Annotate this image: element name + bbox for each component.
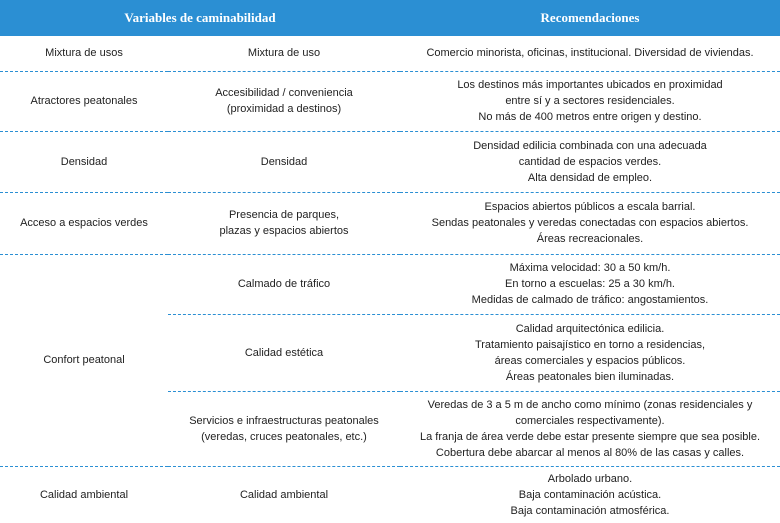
variable-cell: Acceso a espacios verdes xyxy=(0,192,168,255)
text-line: Cobertura debe abarcar al menos al 80% d… xyxy=(435,446,745,459)
text-line: Baja contaminación atmosférica. xyxy=(510,504,670,517)
table-row: Mixtura de usos Mixtura de uso Comercio mi… xyxy=(0,36,780,72)
table-row: Calidad estética Calidad arquitectónica e… xyxy=(0,314,780,392)
variable-cell: Confort peatonal xyxy=(0,254,168,467)
table-body: Mixtura de usos Mixtura de uso Comercio mi… xyxy=(0,36,780,523)
variable-cell: Densidad xyxy=(0,131,168,193)
recommendation-cell: Los destinos más importantes ubicados en… xyxy=(400,71,780,132)
table-row: Atractores peatonales Accesibilidad / con… xyxy=(0,71,780,132)
name-cell: Calmado de tráfico xyxy=(168,254,400,315)
text-line: Alta densidad de empleo. xyxy=(527,171,653,184)
text-line: Densidad edilicia combinada con una adec… xyxy=(473,139,707,152)
text-line: La franja de área verde debe estar prese… xyxy=(420,430,760,443)
name-cell: Mixtura de uso xyxy=(168,36,400,72)
text-line: Calidad arquitectónica edilicia. xyxy=(515,322,665,335)
text-line: Los destinos más importantes ubicados en… xyxy=(457,79,723,91)
name-cell: Calidad estética xyxy=(168,314,400,392)
text-line: No más de 400 metros entre origen y dest… xyxy=(478,111,702,123)
text-line: Densidad xyxy=(260,155,308,168)
name-cell: Servicios e infraestructuras peatonales (… xyxy=(168,391,400,467)
text-line: Tratamiento paisajístico en torno a resi… xyxy=(474,338,706,351)
text-line: Áreas peatonales bien iluminadas. xyxy=(505,370,675,383)
text-line: (proximidad a destinos) xyxy=(226,103,342,115)
text-line: plazas y espacios abiertos xyxy=(219,225,349,237)
recommendation-cell: Calidad arquitectónica edilicia. Tratamie… xyxy=(400,314,780,392)
table-row: Densidad Densidad Densidad edilicia combin… xyxy=(0,131,780,193)
text-line: Veredas de 3 a 5 m de ancho como mínimo … xyxy=(427,398,753,411)
variable-cell: Mixtura de usos xyxy=(0,36,168,72)
text-line: Espacios abiertos públicos a escala barr… xyxy=(484,201,696,213)
text-line: Accesibilidad / conveniencia xyxy=(215,87,353,99)
text-line: comerciales respectivamente). xyxy=(515,414,665,427)
name-cell: Calidad ambiental xyxy=(168,466,400,523)
header-cell: Recomendaciones xyxy=(400,0,780,36)
name-cell: Presencia de parques, plazas y espacios a… xyxy=(168,192,400,255)
text-line: cantidad de espacios verdes. xyxy=(518,155,662,168)
header-cell: Variables de caminabilidad xyxy=(0,0,400,36)
text-line: Calmado de tráfico xyxy=(237,278,331,290)
table-row: Acceso a espacios verdes Presencia de par… xyxy=(0,192,780,255)
text-line: Baja contaminación acústica. xyxy=(518,488,662,501)
recommendation-cell: Densidad edilicia combinada con una adec… xyxy=(400,131,780,193)
text-line: Calidad ambiental xyxy=(239,488,329,501)
header-row: Variables de caminabilidad Recomendacion… xyxy=(0,0,780,36)
variable-cell: Calidad ambiental xyxy=(39,488,129,501)
name-cell: Densidad xyxy=(168,131,400,193)
recommendation-cell: Máxima velocidad: 30 a 50 km/h. En torno … xyxy=(400,254,780,315)
text-line: Mixtura de uso xyxy=(247,47,321,60)
recommendation-cell: Espacios abiertos públicos a escala barr… xyxy=(400,192,780,255)
text-line: Servicios e infraestructuras peatonales xyxy=(189,414,379,427)
text-line: Presencia de parques, xyxy=(228,209,340,221)
text-line: Medidas de calmado de tráfico: angostami… xyxy=(471,294,709,306)
text-line: Máxima velocidad: 30 a 50 km/h. xyxy=(509,262,671,274)
text-line: Calidad estética xyxy=(244,346,324,359)
text-line: (veredas, cruces peatonales, etc.) xyxy=(201,430,367,443)
text-line: Comercio minorista, oficinas, institucio… xyxy=(426,47,754,60)
recommendation-cell: Arbolado urbano. Baja contaminación acúst… xyxy=(400,466,780,523)
recommendation-cell: Comercio minorista, oficinas, institucio… xyxy=(400,36,780,72)
table-row: Servicios e infraestructuras peatonales (… xyxy=(0,391,780,467)
recommendation-cell: Veredas de 3 a 5 m de ancho como mínimo … xyxy=(400,391,780,467)
table-row: Confort peatonal Calmado de tráfico Máxima… xyxy=(0,254,780,467)
text-line: Sendas peatonales y veredas conectadas c… xyxy=(431,217,749,229)
table-row: Calidad ambiental Calidad ambiental Arbola… xyxy=(0,466,780,523)
text-line: En torno a escuelas: 25 a 30 km/h. xyxy=(505,278,675,290)
variable-cell: Atractores peatonales xyxy=(0,71,168,132)
name-cell: Accesibilidad / conveniencia (proximidad … xyxy=(168,71,400,132)
text-line: áreas comerciales y espacios públicos. xyxy=(494,354,686,367)
text-line: Arbolado urbano. xyxy=(547,472,633,485)
text-line: entre sí y a sectores residenciales. xyxy=(505,95,675,107)
text-line: Áreas recreacionales. xyxy=(536,233,644,245)
